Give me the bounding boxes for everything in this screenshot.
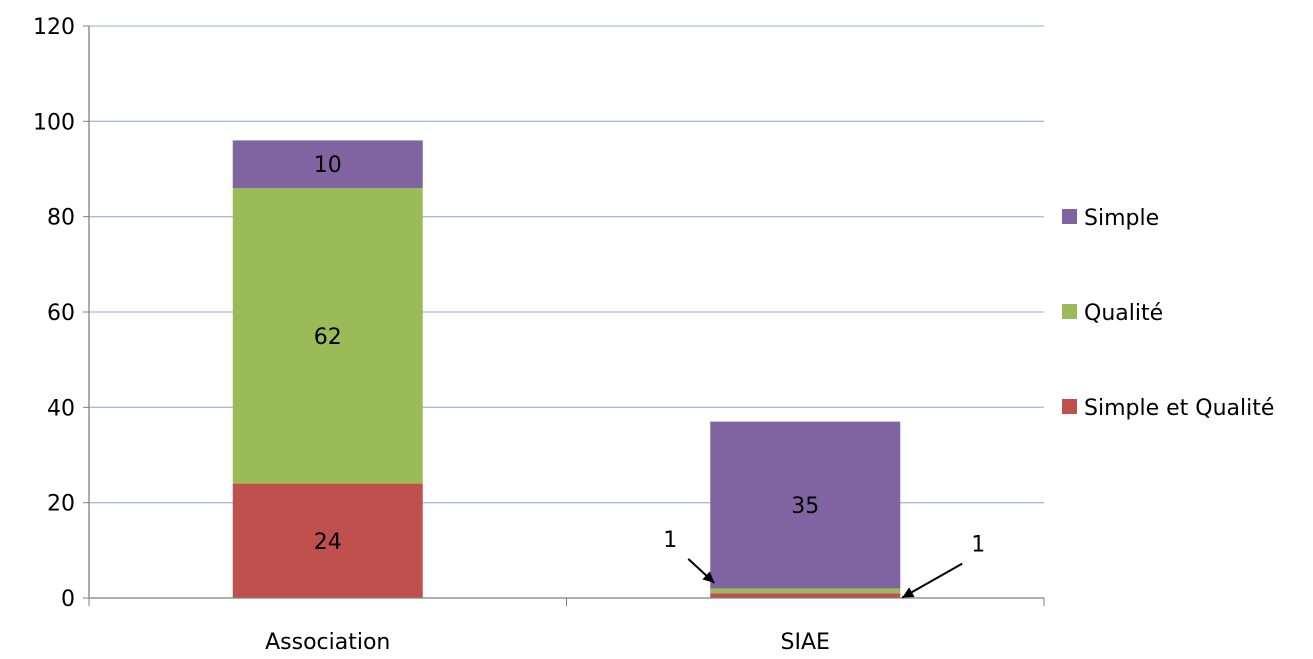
bar-segment-0-2: [232, 140, 423, 189]
label-arrow-head: [702, 571, 715, 583]
data-label: 1: [971, 533, 985, 558]
data-label: 1: [663, 528, 677, 553]
legend: Simple Qualité Simple et Qualité: [1062, 206, 1274, 421]
y-tick-label: 80: [47, 206, 75, 231]
label-arrow-head: [902, 587, 915, 598]
y-tick-label: 100: [33, 110, 75, 135]
label-arrow-line: [901, 562, 963, 599]
x-tick-labels: Association SIAE: [265, 630, 830, 655]
y-tick-label: 20: [47, 492, 75, 517]
y-tick-label: 0: [61, 587, 75, 612]
gridlines: [89, 25, 1044, 504]
bar-segment-1-0: [710, 593, 901, 598]
y-tick-label: 40: [47, 396, 75, 421]
legend-swatch: [1062, 304, 1077, 319]
bar-segment-0-1: [232, 188, 423, 484]
y-tick-label: 60: [47, 301, 75, 326]
x-tick-label: Association: [265, 630, 390, 655]
y-tick-labels: 0 20 40 60 80 100 120: [33, 15, 75, 612]
x-tick-label: SIAE: [781, 630, 830, 655]
legend-label: Simple: [1084, 206, 1159, 231]
y-tick-label: 120: [33, 15, 75, 40]
legend-label: Qualité: [1084, 301, 1163, 326]
axes: [83, 25, 1045, 606]
data-label: 24: [314, 530, 342, 555]
bar-segment-0-0: [232, 483, 423, 598]
data-labels: 24 62 10 1 1 35: [314, 153, 985, 599]
data-label: 62: [314, 325, 342, 350]
legend-swatch: [1062, 209, 1077, 224]
data-label: 10: [314, 153, 342, 178]
legend-label: Simple et Qualité: [1084, 396, 1274, 421]
bar-segment-1-1: [710, 588, 901, 594]
legend-swatch: [1062, 399, 1077, 414]
data-label: 35: [791, 494, 819, 519]
bar-segment-1-2: [710, 421, 901, 589]
bars: [232, 140, 901, 598]
